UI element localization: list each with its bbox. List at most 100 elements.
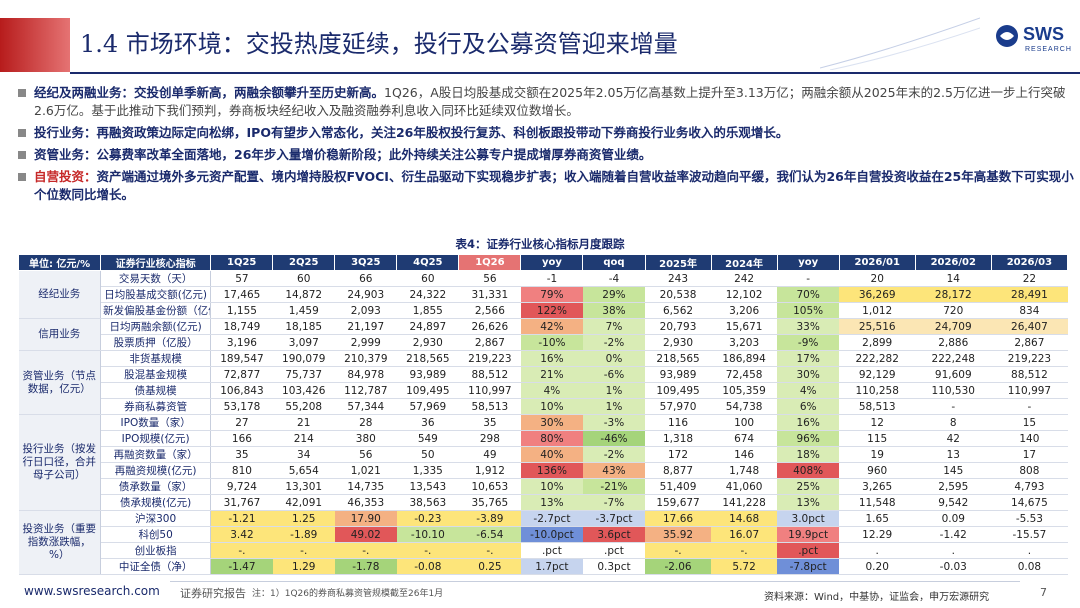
table-cell: 674 [711, 430, 778, 447]
table-row: 再融资规模(亿元) 810 5,654 1,021 1,335 1,912 136% 43% 8… [19, 462, 1068, 479]
table-cell: -1.42 [915, 526, 992, 543]
table-cell: 10,653 [458, 478, 521, 495]
bullet-bold-text: 公募费率改革全面落地，26年步入量增价稳新阶段；此外持续关注公募专户提成增厚券商… [96, 147, 652, 162]
table-cell: 834 [991, 302, 1068, 319]
table-cell: 2,886 [915, 334, 992, 351]
table-cell: 84,978 [334, 366, 397, 383]
table-row: 中证全债（净） -1.47 1.29 -1.78 -0.08 0.25 1.7pct 0.3p… [19, 558, 1068, 575]
table-cell: 2,930 [645, 334, 712, 351]
table-cell: 189,547 [210, 350, 273, 367]
column-header: 2024年 [710, 254, 778, 271]
table-cell: 0.08 [991, 558, 1068, 575]
table-cell: 1% [582, 398, 645, 415]
table-cell: -6% [582, 366, 645, 383]
table-cell: 3,196 [210, 334, 273, 351]
table-cell: 14.68 [711, 510, 778, 527]
table-cell: 408% [777, 462, 840, 479]
table-cell: 1,748 [711, 462, 778, 479]
table-cell: 31,767 [210, 494, 273, 511]
table-cell: 53,178 [210, 398, 273, 415]
table-cell: 30% [520, 414, 583, 431]
table-cell: 4% [520, 382, 583, 399]
table-cell: 38,563 [396, 494, 459, 511]
table-cell: 222,248 [915, 350, 992, 367]
table-cell: 26,407 [991, 318, 1068, 335]
bullet-key: 投行业务： [34, 125, 97, 140]
table-cell: 109,495 [396, 382, 459, 399]
table-cell: - [777, 270, 840, 287]
table-cell: 243 [645, 270, 712, 287]
bullet-key: 自营投资： [34, 169, 97, 184]
table-cell: 92,129 [839, 366, 916, 383]
table-cell: 3.42 [210, 526, 273, 543]
table-cell: 298 [458, 430, 521, 447]
column-header: 2Q25 [272, 254, 336, 271]
table-row: 科创50 3.42 -1.89 49.02 -10.10 -6.54 -10.0pct 3.6… [19, 526, 1068, 543]
table-cell: 218,565 [645, 350, 712, 367]
table-cell: 13 [915, 446, 992, 463]
table-cell: 4,793 [991, 478, 1068, 495]
table-cell: 110,997 [991, 382, 1068, 399]
table-cell: -0.23 [396, 510, 459, 527]
footer-report-label: 证券研究报告 [180, 587, 246, 600]
table-cell: 549 [396, 430, 459, 447]
table-cell: 16.07 [711, 526, 778, 543]
table-cell: 17.66 [645, 510, 712, 527]
table-cell: -1 [520, 270, 583, 287]
table-cell: 110,530 [915, 382, 992, 399]
indicator-label: IPO规模(亿元) [100, 430, 212, 447]
indicator-label: 日均股基成交额(亿元) [100, 286, 212, 303]
table-cell: 0.20 [839, 558, 916, 575]
table-cell: 100 [711, 414, 778, 431]
table-cell: 13,301 [272, 478, 335, 495]
table-cell: 79% [520, 286, 583, 303]
table-cell: 110,997 [458, 382, 521, 399]
column-header: 2026/01 [838, 254, 916, 271]
column-header: qoq [582, 254, 646, 271]
table-row: 债基规模 106,843 103,426 112,787 109,495 110,997 4… [19, 382, 1068, 399]
indicator-label: 沪深300 [100, 510, 212, 527]
table-cell: 0% [582, 350, 645, 367]
table-row: 创业板指 -. -. -. -. -. .pct .pct -. -. .pct... [19, 542, 1068, 559]
table-cell: 4% [777, 382, 840, 399]
table-cell: 2,930 [396, 334, 459, 351]
table-cell: 13,543 [396, 478, 459, 495]
indicator-label: 债承数量（家） [100, 478, 212, 495]
footer-url[interactable]: www.swsresearch.com [24, 584, 160, 598]
table-cell: 18% [777, 446, 840, 463]
table-cell: 35.92 [645, 526, 712, 543]
table-cell: 57,969 [396, 398, 459, 415]
table-row: 投行业务（按发行日口径，合并母子公司） IPO数量（家） 27 21 28 36 35 30%… [18, 414, 1068, 511]
table-cell: 2,999 [334, 334, 397, 351]
table-cell: 93,989 [396, 366, 459, 383]
table-row: IPO规模(亿元) 166 214 380 549 298 80% -46% 1,318 674 9… [19, 430, 1068, 447]
table-cell: -0.08 [396, 558, 459, 575]
table-cell: 18,185 [272, 318, 335, 335]
table-cell: 112,787 [334, 382, 397, 399]
table-cell: .pct [520, 542, 583, 559]
table-row: 债承规模(亿元) 31,767 42,091 46,353 38,563 35,765 13… [19, 494, 1068, 511]
table-cell: 51,409 [645, 478, 712, 495]
table-cell: -2.06 [645, 558, 712, 575]
table-cell: . [915, 542, 992, 559]
table-cell: 20 [839, 270, 916, 287]
indicator-label: 新发偏股基金份额（亿份） [100, 302, 212, 319]
table-cell: 5.72 [711, 558, 778, 575]
table-cell: 28,172 [915, 286, 992, 303]
table-cell: -9% [777, 334, 840, 351]
table-cell: 54,738 [711, 398, 778, 415]
table-cell: 166 [210, 430, 273, 447]
table-cell: -10.0pct [520, 526, 583, 543]
table-cell: 105% [777, 302, 840, 319]
table-row: 新发偏股基金份额（亿份）1,1551,4592,0931,8552,566122… [19, 302, 1068, 319]
bullet-list: 经纪及两融业务：交投创单季新高，两融余额攀升至历史新高。1Q26，A股日均股基成… [14, 84, 1074, 208]
table-cell: 103,426 [272, 382, 335, 399]
table-row: 股混基金规模 72,877 75,737 84,978 93,989 88,512 21% -… [19, 366, 1068, 383]
table-cell: 24,322 [396, 286, 459, 303]
column-header: 4Q25 [396, 254, 460, 271]
table-cell: 1,335 [396, 462, 459, 479]
table-cell: -. [272, 542, 335, 559]
table-cell: -0.03 [915, 558, 992, 575]
table-cell: 222,282 [839, 350, 916, 367]
indicator-label: 股混基金规模 [100, 366, 212, 383]
